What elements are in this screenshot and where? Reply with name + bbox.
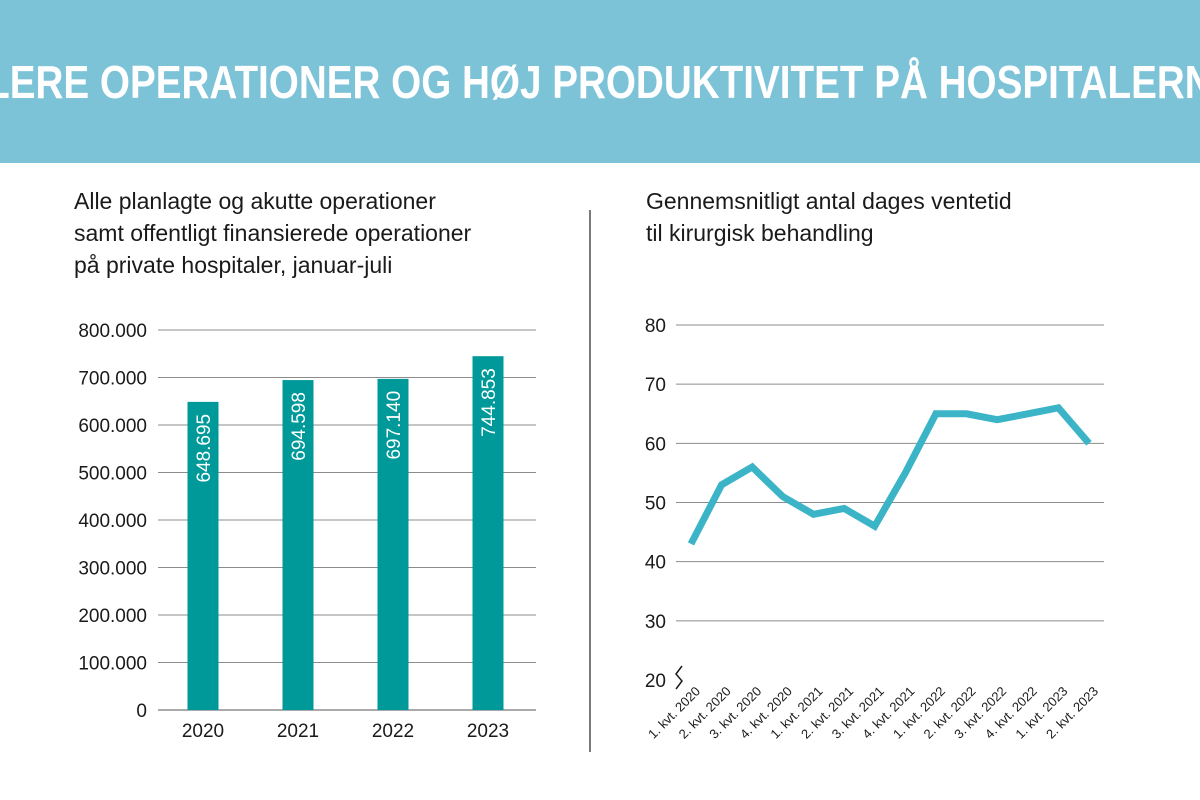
page-title: FLERE OPERATIONER OG HØJ PRODUKTIVITET P… — [0, 55, 1200, 108]
line-chart-title-line: til kirurgisk behandling — [646, 220, 874, 246]
y-tick-label: 800.000 — [78, 321, 147, 342]
y-tick-label: 700.000 — [78, 369, 147, 390]
y-tick-label: 70 — [645, 375, 666, 396]
bar-data-label: 744.853 — [479, 368, 500, 437]
y-tick-label: 60 — [645, 434, 666, 455]
bar-chart-title-line: samt offentligt finansierede operationer — [74, 220, 472, 246]
y-tick-label: 600.000 — [78, 416, 147, 437]
y-tick-label: 20 — [645, 671, 666, 692]
y-tick-label: 500.000 — [78, 464, 147, 485]
line-chart-title-line: Gennemsnitligt antal dages ventetid — [646, 188, 1012, 214]
x-tick-label: 2021 — [277, 721, 319, 742]
bar — [377, 378, 409, 710]
bar-data-label: 697.140 — [384, 391, 405, 460]
y-tick-label: 80 — [645, 316, 666, 337]
y-tick-label: 100.000 — [78, 654, 147, 675]
bar-chart-title-line: på private hospitaler, januar-juli — [74, 252, 393, 278]
x-tick-label: 2022 — [372, 721, 414, 742]
y-tick-label: 0 — [136, 701, 147, 722]
header-banner: FLERE OPERATIONER OG HØJ PRODUKTIVITET P… — [0, 0, 1200, 163]
x-tick-label: 2020 — [182, 721, 224, 742]
y-tick-label: 400.000 — [78, 511, 147, 532]
bar-data-label: 694.598 — [289, 392, 310, 461]
bar — [282, 380, 314, 710]
bar-chart-title: Alle planlagte og akutte operationer sam… — [74, 185, 574, 281]
y-tick-label: 300.000 — [78, 559, 147, 580]
y-tick-label: 50 — [645, 494, 666, 515]
line-chart-title: Gennemsnitligt antal dages ventetid til … — [646, 185, 1146, 249]
axis-break-mark — [675, 665, 683, 690]
series-line — [687, 403, 1092, 546]
bar — [472, 356, 504, 710]
chart-divider — [589, 210, 591, 752]
bar-data-label: 648.695 — [194, 414, 215, 483]
bar — [187, 401, 219, 710]
x-tick-label: 2023 — [467, 721, 509, 742]
y-tick-label: 40 — [645, 553, 666, 574]
y-tick-label: 30 — [645, 612, 666, 633]
bar-chart-title-line: Alle planlagte og akutte operationer — [74, 188, 436, 214]
y-tick-label: 200.000 — [78, 606, 147, 627]
